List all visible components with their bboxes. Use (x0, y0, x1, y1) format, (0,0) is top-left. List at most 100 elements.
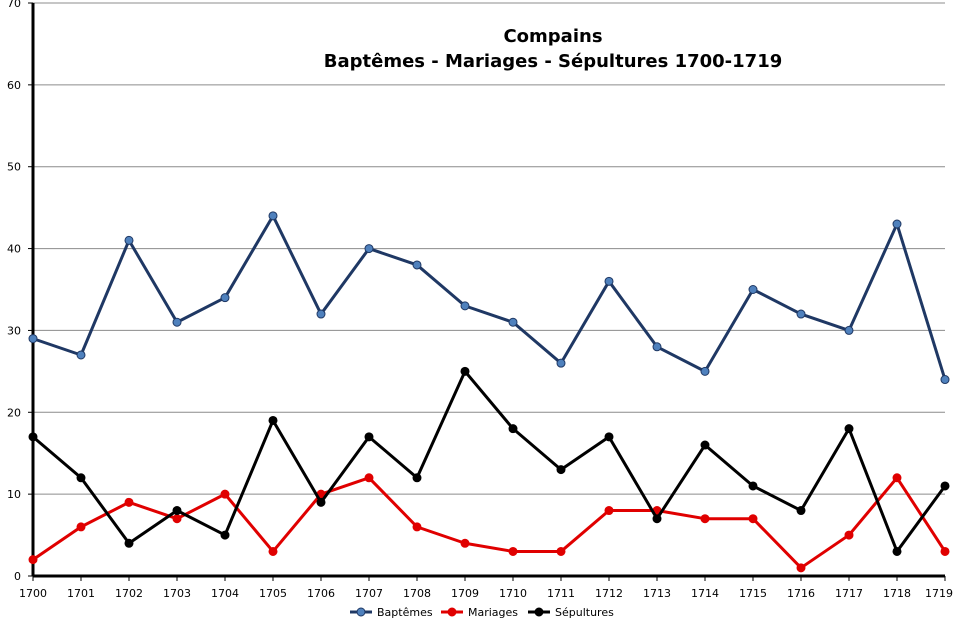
y-tick-label: 30 (7, 324, 21, 337)
y-tick-label: 50 (7, 161, 21, 174)
data-point (28, 334, 38, 344)
data-point (316, 309, 326, 319)
x-tick-label: 1715 (739, 587, 767, 600)
data-point (76, 522, 86, 532)
legend-swatch-marker (447, 607, 457, 617)
x-tick-label: 1718 (883, 587, 911, 600)
data-point (28, 555, 38, 565)
x-tick-label: 1713 (643, 587, 671, 600)
gridlines (33, 2, 945, 495)
data-point (508, 546, 518, 556)
x-tick-label: 1704 (211, 587, 239, 600)
series-line (32, 369, 947, 553)
data-point (124, 538, 134, 548)
data-point (652, 514, 662, 524)
data-point (28, 432, 38, 442)
data-point (892, 219, 902, 229)
data-point (460, 301, 470, 311)
data-point (940, 546, 950, 556)
data-point (220, 530, 230, 540)
series-2 (28, 473, 950, 573)
data-point (220, 489, 230, 499)
data-point (76, 350, 86, 360)
data-point (124, 497, 134, 507)
data-point (316, 497, 326, 507)
data-point (508, 424, 518, 434)
x-tick-label: 1702 (115, 587, 143, 600)
data-point (556, 358, 566, 368)
data-point (76, 473, 86, 483)
data-point (412, 522, 422, 532)
y-tick-label: 70 (7, 0, 21, 10)
data-point (844, 530, 854, 540)
x-tick-label: 1707 (355, 587, 383, 600)
data-point (172, 506, 182, 516)
x-tick-label: 1717 (835, 587, 863, 600)
data-point (364, 244, 374, 254)
data-point (268, 546, 278, 556)
data-point (940, 375, 950, 385)
legend-item: Sépultures (528, 606, 614, 619)
data-point (796, 563, 806, 573)
x-tick-label: 1706 (307, 587, 335, 600)
x-tick-label: 1710 (499, 587, 527, 600)
x-tick-label: 1714 (691, 587, 719, 600)
data-point (700, 440, 710, 450)
data-point (844, 424, 854, 434)
x-tick-label: 1716 (787, 587, 815, 600)
data-point (652, 342, 662, 352)
series-group (28, 211, 950, 573)
series-line (32, 214, 947, 380)
y-tick-label: 0 (14, 570, 21, 583)
data-point (604, 276, 614, 286)
x-tick-label: 1708 (403, 587, 431, 600)
data-point (364, 473, 374, 483)
data-point (844, 325, 854, 335)
data-point (172, 514, 182, 524)
series-line (32, 476, 947, 570)
x-tick-label: 1711 (547, 587, 575, 600)
y-tick-label: 40 (7, 243, 21, 256)
x-tick-label: 1719 (925, 587, 953, 600)
y-tick-label: 60 (7, 79, 21, 92)
data-point (412, 473, 422, 483)
data-point (892, 473, 902, 483)
chart-title: Compains (503, 26, 602, 47)
data-point (172, 317, 182, 327)
legend-swatch-marker (356, 607, 366, 617)
data-point (892, 546, 902, 556)
x-tick-label: 1705 (259, 587, 287, 600)
data-point (700, 366, 710, 376)
data-point (796, 506, 806, 516)
series-3 (28, 366, 950, 556)
data-point (748, 514, 758, 524)
data-point (556, 465, 566, 475)
data-point (700, 514, 710, 524)
x-tick-label: 1703 (163, 587, 191, 600)
data-point (604, 506, 614, 516)
data-point (796, 309, 806, 319)
y-tick-label: 10 (7, 488, 21, 501)
legend-label: Sépultures (555, 606, 614, 619)
data-point (556, 546, 566, 556)
legend: Baptêmes Mariages Sépultures (350, 606, 614, 619)
data-point (940, 481, 950, 491)
legend-label: Baptêmes (377, 606, 433, 619)
data-point (220, 293, 230, 303)
x-tick-label: 1701 (67, 587, 95, 600)
legend-item: Baptêmes (350, 606, 433, 619)
axes (31, 3, 945, 578)
x-tick-label: 1700 (19, 587, 47, 600)
legend-item: Mariages (441, 606, 518, 619)
legend-swatch-marker (534, 607, 544, 617)
y-axis-ticks: 0 10 20 30 40 50 60 70 (7, 0, 33, 583)
data-point (364, 432, 374, 442)
data-point (268, 211, 278, 221)
data-point (508, 317, 518, 327)
data-point (124, 235, 134, 245)
series-1 (28, 211, 950, 385)
data-point (268, 415, 278, 425)
chart-subtitle: Baptêmes - Mariages - Sépultures 1700-17… (324, 51, 783, 72)
data-point (460, 366, 470, 376)
